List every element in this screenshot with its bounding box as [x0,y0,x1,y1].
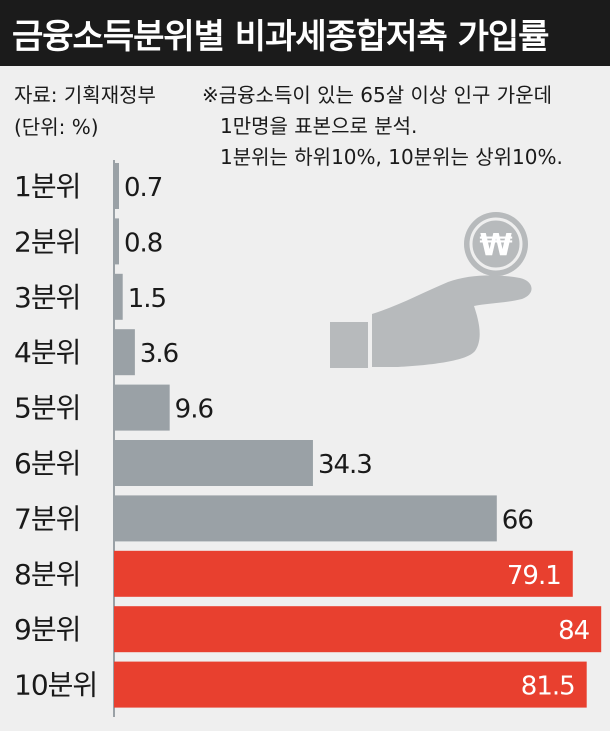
value-label: 84 [558,616,590,646]
category-label: 3분위 [14,281,80,314]
category-label: 4분위 [14,336,80,369]
category-label: 7분위 [14,502,80,535]
bars: 1분위 0.7 2분위 0.8 3분위 1.5 4분위 3.6 5분위 9.6 6분위 34.3 7분위… [14,163,602,708]
category-label: 2분위 [14,225,80,258]
value-label: 3.6 [140,339,178,369]
value-label: 0.7 [124,173,162,203]
bar [114,550,573,597]
won-symbol: ₩ [479,228,512,263]
title-bar: 금융소득분위별 비과세종합저축 가입률 [0,0,610,66]
footnote-line-2: 1만명을 표본으로 분석. [220,114,418,138]
footnote-line-3: 1분위는 하위10%, 10분위는 상위10%. [220,145,563,169]
bar [114,661,587,708]
category-label: 8분위 [14,558,80,591]
value-label: 79.1 [507,561,561,591]
value-label: 66 [502,505,533,535]
unit-label: (단위: %) [14,115,99,139]
bar [114,218,119,265]
bar [114,384,170,431]
value-label: 1.5 [128,284,166,314]
bar [114,273,123,320]
value-label: 0.8 [124,228,162,258]
value-label: 81.5 [521,672,575,702]
footnote-line-1: ※금융소득이 있는 65살 이상 인구 가운데 [202,83,552,107]
value-label: 34.3 [318,450,372,480]
category-label: 5분위 [14,392,80,425]
hand-icon [372,275,532,367]
footnote: ※금융소득이 있는 65살 이상 인구 가운데 1만명을 표본으로 분석. 1분… [202,80,563,173]
sleeve-cuff [330,322,368,368]
won-coin-icon [464,212,528,276]
hand-holding-won-coin-icon: ₩ [330,212,532,368]
chart-title: 금융소득분위별 비과세종합저축 가입률 [12,16,549,57]
bar [114,495,497,542]
category-label: 6분위 [14,447,80,480]
category-label: 9분위 [14,613,80,646]
source-label: 자료: 기획재정부 [14,83,156,107]
category-label: 1분위 [14,170,80,203]
value-label: 9.6 [175,395,213,425]
bar [114,329,135,376]
bar [114,440,313,486]
category-label: 10분위 [14,669,97,702]
bar [114,606,602,653]
bar [114,163,119,209]
